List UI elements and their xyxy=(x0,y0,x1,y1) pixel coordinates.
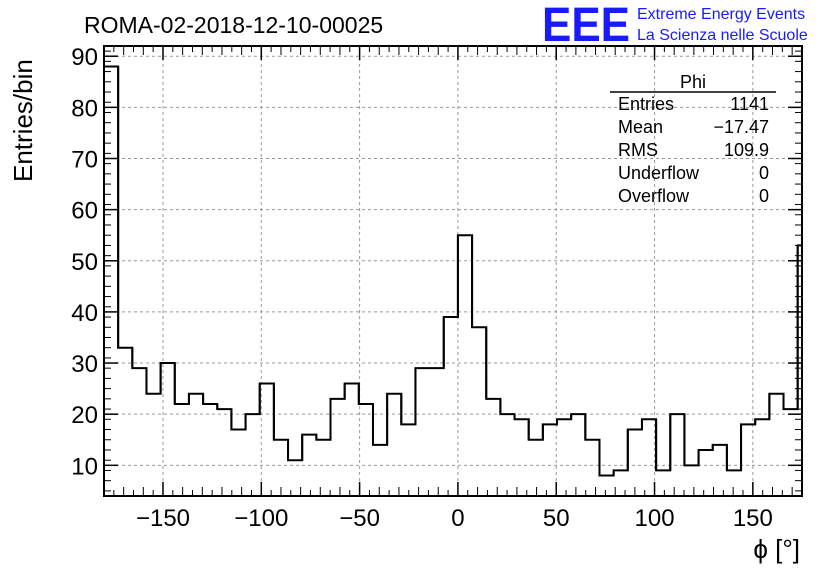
histogram-bin xyxy=(118,348,132,496)
y-tick-label: 50 xyxy=(71,249,98,276)
histogram-bin xyxy=(500,414,514,496)
histogram-bin xyxy=(146,394,160,496)
y-tick-label: 10 xyxy=(71,453,98,480)
axis-tick-labels: −150 −100 −50 0 50 100 150 10 20 30 40 50 60 70 80 90 xyxy=(71,44,773,532)
logo-line-1: Extreme Energy Events xyxy=(637,6,805,23)
histogram-bin xyxy=(529,440,543,496)
histogram-bin xyxy=(585,440,599,496)
histogram-bin xyxy=(713,445,727,496)
histogram-bin xyxy=(302,435,316,496)
stats-row-label: Underflow xyxy=(618,163,700,183)
histogram-bin xyxy=(359,404,373,496)
histogram-bin xyxy=(331,399,345,496)
stats-box: Phi Entries 1141 Mean −17.47 RMS 109.9 Underfl… xyxy=(610,72,776,206)
histogram-bin xyxy=(486,399,500,496)
histogram-bin xyxy=(401,424,415,496)
histogram-bin xyxy=(175,404,189,496)
histogram-bin xyxy=(316,440,330,496)
stats-row-value: 0 xyxy=(759,163,769,183)
y-tick-label: 70 xyxy=(71,147,98,174)
histogram-bin xyxy=(444,317,458,496)
y-tick-label: 40 xyxy=(71,300,98,327)
y-tick-label: 30 xyxy=(71,351,98,378)
grid-lines xyxy=(104,46,802,496)
histogram-bin xyxy=(345,384,359,497)
x-tick-label: −50 xyxy=(339,505,380,532)
histogram-bin xyxy=(599,476,613,496)
x-tick-label: 150 xyxy=(733,505,773,532)
histogram-bin xyxy=(189,394,203,496)
stats-rows: Entries 1141 Mean −17.47 RMS 109.9 Underflow 0 O… xyxy=(618,94,769,206)
histogram-bin xyxy=(161,363,175,496)
stats-row-label: RMS xyxy=(618,140,658,160)
axis-ticks xyxy=(104,46,803,496)
histogram-bin xyxy=(430,368,444,496)
histogram-bin xyxy=(387,394,401,496)
x-tick-label: −100 xyxy=(234,505,288,532)
x-tick-label: 100 xyxy=(635,505,675,532)
histogram-bin xyxy=(755,419,769,496)
histogram-bin xyxy=(132,368,146,496)
histogram-bin xyxy=(784,409,798,496)
histogram-bin xyxy=(288,460,302,496)
y-tick-label: 60 xyxy=(71,198,98,225)
y-tick-label: 20 xyxy=(71,402,98,429)
stats-row-value: −17.47 xyxy=(713,117,769,137)
histogram-bin xyxy=(557,419,571,496)
stats-row-value: 109.9 xyxy=(724,140,769,160)
stats-row-label: Overflow xyxy=(618,186,690,206)
x-tick-label: 50 xyxy=(543,505,570,532)
eee-logo: EEE xyxy=(542,0,630,52)
histogram-bin xyxy=(571,414,585,496)
histogram-bin xyxy=(515,419,529,496)
y-tick-label: 80 xyxy=(71,95,98,122)
plot-frame xyxy=(103,45,803,497)
histogram-bin xyxy=(670,414,684,496)
histogram-bin xyxy=(684,465,698,496)
histogram-bin xyxy=(217,409,231,496)
histogram-bin xyxy=(246,414,260,496)
logo-line-2: La Scienza nelle Scuole xyxy=(637,27,808,44)
x-tick-label: 0 xyxy=(451,505,464,532)
y-axis-label: Entries/bin xyxy=(8,59,38,182)
histogram-bin xyxy=(699,450,713,496)
histogram-bin xyxy=(543,424,557,496)
y-tick-label: 90 xyxy=(71,44,98,71)
stats-row-value: 0 xyxy=(759,186,769,206)
histogram-bin xyxy=(769,394,783,496)
histogram-bin xyxy=(656,470,670,496)
histogram-bin xyxy=(727,470,741,496)
stats-row-label: Entries xyxy=(618,94,674,114)
x-axis-label: ϕ [°] xyxy=(753,534,800,564)
stats-row-value: 1141 xyxy=(730,94,769,114)
chart-title: ROMA-02-2018-12-10-00025 xyxy=(84,12,383,38)
histogram-bin xyxy=(373,445,387,496)
histogram-bin xyxy=(203,404,217,496)
histogram-bin xyxy=(458,235,472,496)
histogram-bin xyxy=(472,327,486,496)
histogram-bin xyxy=(260,384,274,497)
stats-title: Phi xyxy=(680,72,706,92)
stats-row-label: Mean xyxy=(618,117,663,137)
histogram-bin xyxy=(628,430,642,496)
histogram-bin xyxy=(104,66,118,496)
histogram-bin xyxy=(614,470,628,496)
histogram-bin xyxy=(415,368,429,496)
histogram-series xyxy=(104,65,802,497)
histogram-bin xyxy=(231,430,245,496)
x-tick-label: −150 xyxy=(136,505,190,532)
